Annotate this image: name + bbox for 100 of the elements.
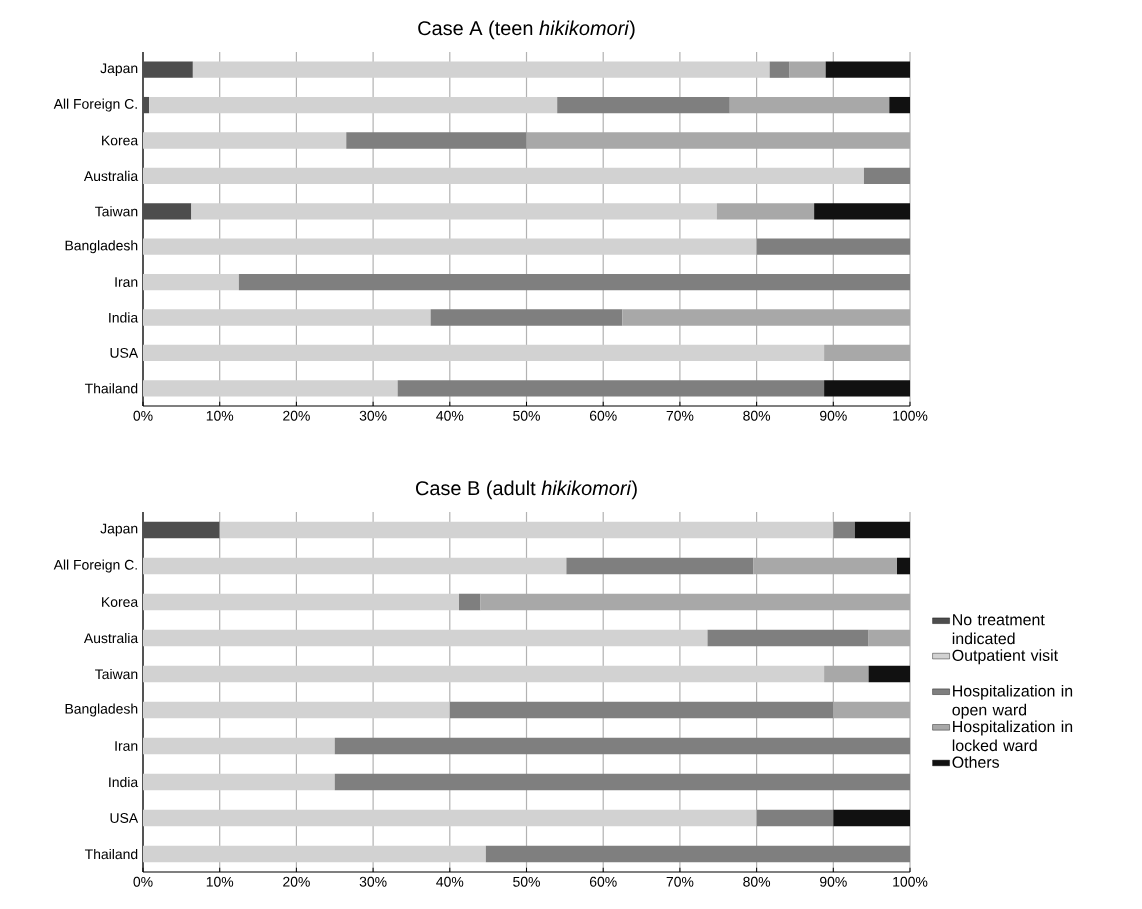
bar xyxy=(143,380,398,397)
bar xyxy=(459,593,481,611)
y-tick-label: Korea xyxy=(102,597,139,607)
bar xyxy=(143,61,193,78)
bar xyxy=(143,809,757,827)
y-tick-label: Thailand xyxy=(84,383,138,394)
y-tick-label: India xyxy=(109,776,139,788)
x-tick-label: 30% xyxy=(359,876,387,887)
bar xyxy=(143,737,335,755)
bar xyxy=(346,132,527,149)
legend-label: Outpatient visit xyxy=(952,649,1058,665)
bar xyxy=(716,203,815,220)
bar xyxy=(191,203,717,220)
x-tick-label: 10% xyxy=(206,410,234,421)
bar xyxy=(824,380,911,397)
bar xyxy=(889,96,911,114)
y-tick-label: All Foreign C. xyxy=(53,98,137,112)
bar xyxy=(863,167,911,185)
bar xyxy=(143,238,757,255)
bar xyxy=(707,629,869,647)
bar xyxy=(814,203,911,220)
bar xyxy=(833,521,855,539)
bar xyxy=(397,380,825,397)
bar xyxy=(566,557,754,575)
chart-title: Case B (adult hikikomori) xyxy=(416,480,637,500)
x-tick-label: 60% xyxy=(589,876,617,887)
x-tick-label: 60% xyxy=(589,410,617,421)
y-tick-label: Australia xyxy=(83,170,139,182)
bar xyxy=(143,701,450,719)
chart-title: Case A (teen hikikomori) xyxy=(418,20,635,40)
bar xyxy=(868,665,911,683)
x-tick-label: 90% xyxy=(820,876,847,887)
x-tick-label: 100% xyxy=(893,876,928,887)
y-tick-label: Iran xyxy=(115,741,138,751)
legend-label: No treatment indicated xyxy=(952,614,1045,645)
bar xyxy=(143,557,567,575)
legend-label: Others xyxy=(952,756,1000,768)
bar xyxy=(485,845,911,863)
x-tick-label: 20% xyxy=(283,876,310,887)
bar xyxy=(143,96,150,114)
x-tick-label: 10% xyxy=(206,876,234,887)
x-tick-label: 80% xyxy=(743,410,771,421)
y-tick-label: Bangladesh xyxy=(65,703,138,717)
bar xyxy=(769,61,790,78)
y-tick-label: Japan xyxy=(100,63,138,76)
bar xyxy=(143,344,825,362)
bar xyxy=(143,593,460,611)
bar xyxy=(449,701,834,719)
bar xyxy=(753,557,897,575)
bar xyxy=(756,238,911,255)
x-tick-label: 50% xyxy=(513,410,540,421)
y-tick-label: Taiwan xyxy=(95,206,138,217)
bar xyxy=(143,309,431,326)
x-tick-label: 70% xyxy=(666,410,694,421)
bar xyxy=(219,521,834,539)
y-tick-label: USA xyxy=(110,813,139,823)
y-tick-label: Korea xyxy=(102,135,139,146)
y-tick-label: USA xyxy=(110,347,139,358)
bar xyxy=(143,845,486,863)
bar xyxy=(334,773,911,791)
y-tick-label: Bangladesh xyxy=(65,240,138,254)
bar xyxy=(192,61,770,78)
x-tick-label: 40% xyxy=(436,410,464,421)
x-tick-label: 90% xyxy=(820,410,847,421)
bar xyxy=(143,132,347,149)
y-tick-label: Australia xyxy=(83,632,139,644)
bar xyxy=(143,167,864,185)
x-tick-label: 0% xyxy=(133,410,153,421)
bar xyxy=(833,809,911,827)
bar xyxy=(149,96,558,114)
bar xyxy=(143,521,220,539)
y-tick-label: Thailand xyxy=(84,848,138,860)
x-tick-label: 0% xyxy=(133,876,153,887)
y-tick-label: India xyxy=(109,312,139,323)
y-tick-label: Japan xyxy=(100,523,138,537)
x-tick-label: 50% xyxy=(513,876,540,887)
bar xyxy=(143,273,239,291)
bar xyxy=(825,61,911,78)
bar xyxy=(430,309,623,326)
bar xyxy=(238,273,911,291)
bar xyxy=(729,96,890,114)
legend-label: Hospitalization in locked ward xyxy=(952,720,1073,752)
y-tick-label: Iran xyxy=(115,277,138,287)
legend-label: Hospitalization in open ward xyxy=(952,684,1073,719)
x-tick-label: 70% xyxy=(666,876,694,887)
y-tick-label: All Foreign C. xyxy=(53,559,137,573)
x-tick-label: 100% xyxy=(893,410,928,421)
bar xyxy=(143,629,708,647)
bar xyxy=(557,96,730,114)
bar xyxy=(824,665,869,683)
bar xyxy=(789,61,826,78)
bar xyxy=(854,521,911,539)
bar xyxy=(334,737,911,755)
bar xyxy=(896,557,911,575)
y-tick-label: Taiwan xyxy=(95,668,138,680)
bar xyxy=(143,773,335,791)
bar xyxy=(756,809,834,827)
bar xyxy=(143,665,825,683)
x-tick-label: 80% xyxy=(743,876,771,887)
x-tick-label: 30% xyxy=(359,410,387,421)
